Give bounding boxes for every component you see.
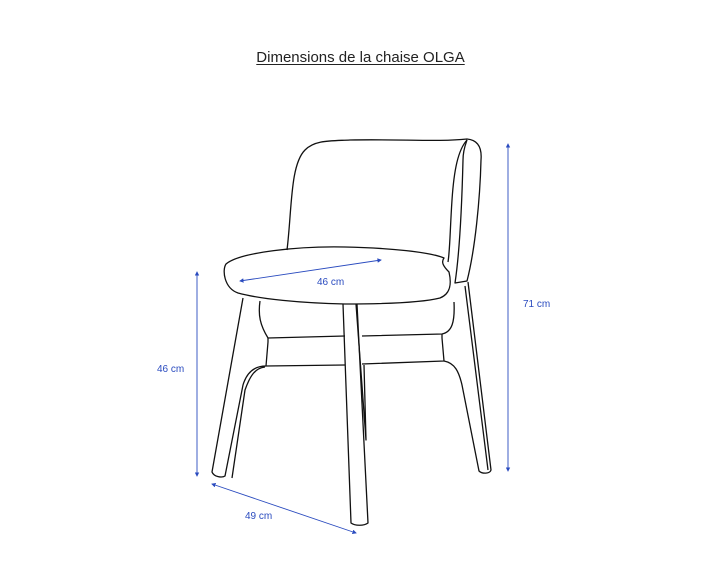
- stretcher: [265, 337, 445, 367]
- width-label: 49 cm: [245, 511, 273, 522]
- back-leg: [355, 303, 367, 441]
- total-height-label: 71 cm: [523, 299, 551, 310]
- seat-depth-arrow: [239, 258, 382, 283]
- front-left-leg: [211, 297, 267, 479]
- apron: [258, 300, 455, 339]
- backrest: [286, 138, 482, 284]
- seat-depth-label: 46 cm: [317, 277, 345, 288]
- seat: [223, 246, 451, 305]
- backrest-edge: [447, 139, 468, 263]
- title-text: Dimensions de la chaise OLGA: [256, 49, 465, 66]
- seat-height-label: 46 cm: [157, 364, 185, 375]
- right-leg: [443, 281, 492, 474]
- diagram-title: Dimensions de la chaise OLGA: [0, 49, 721, 66]
- width-arrow: [211, 483, 357, 534]
